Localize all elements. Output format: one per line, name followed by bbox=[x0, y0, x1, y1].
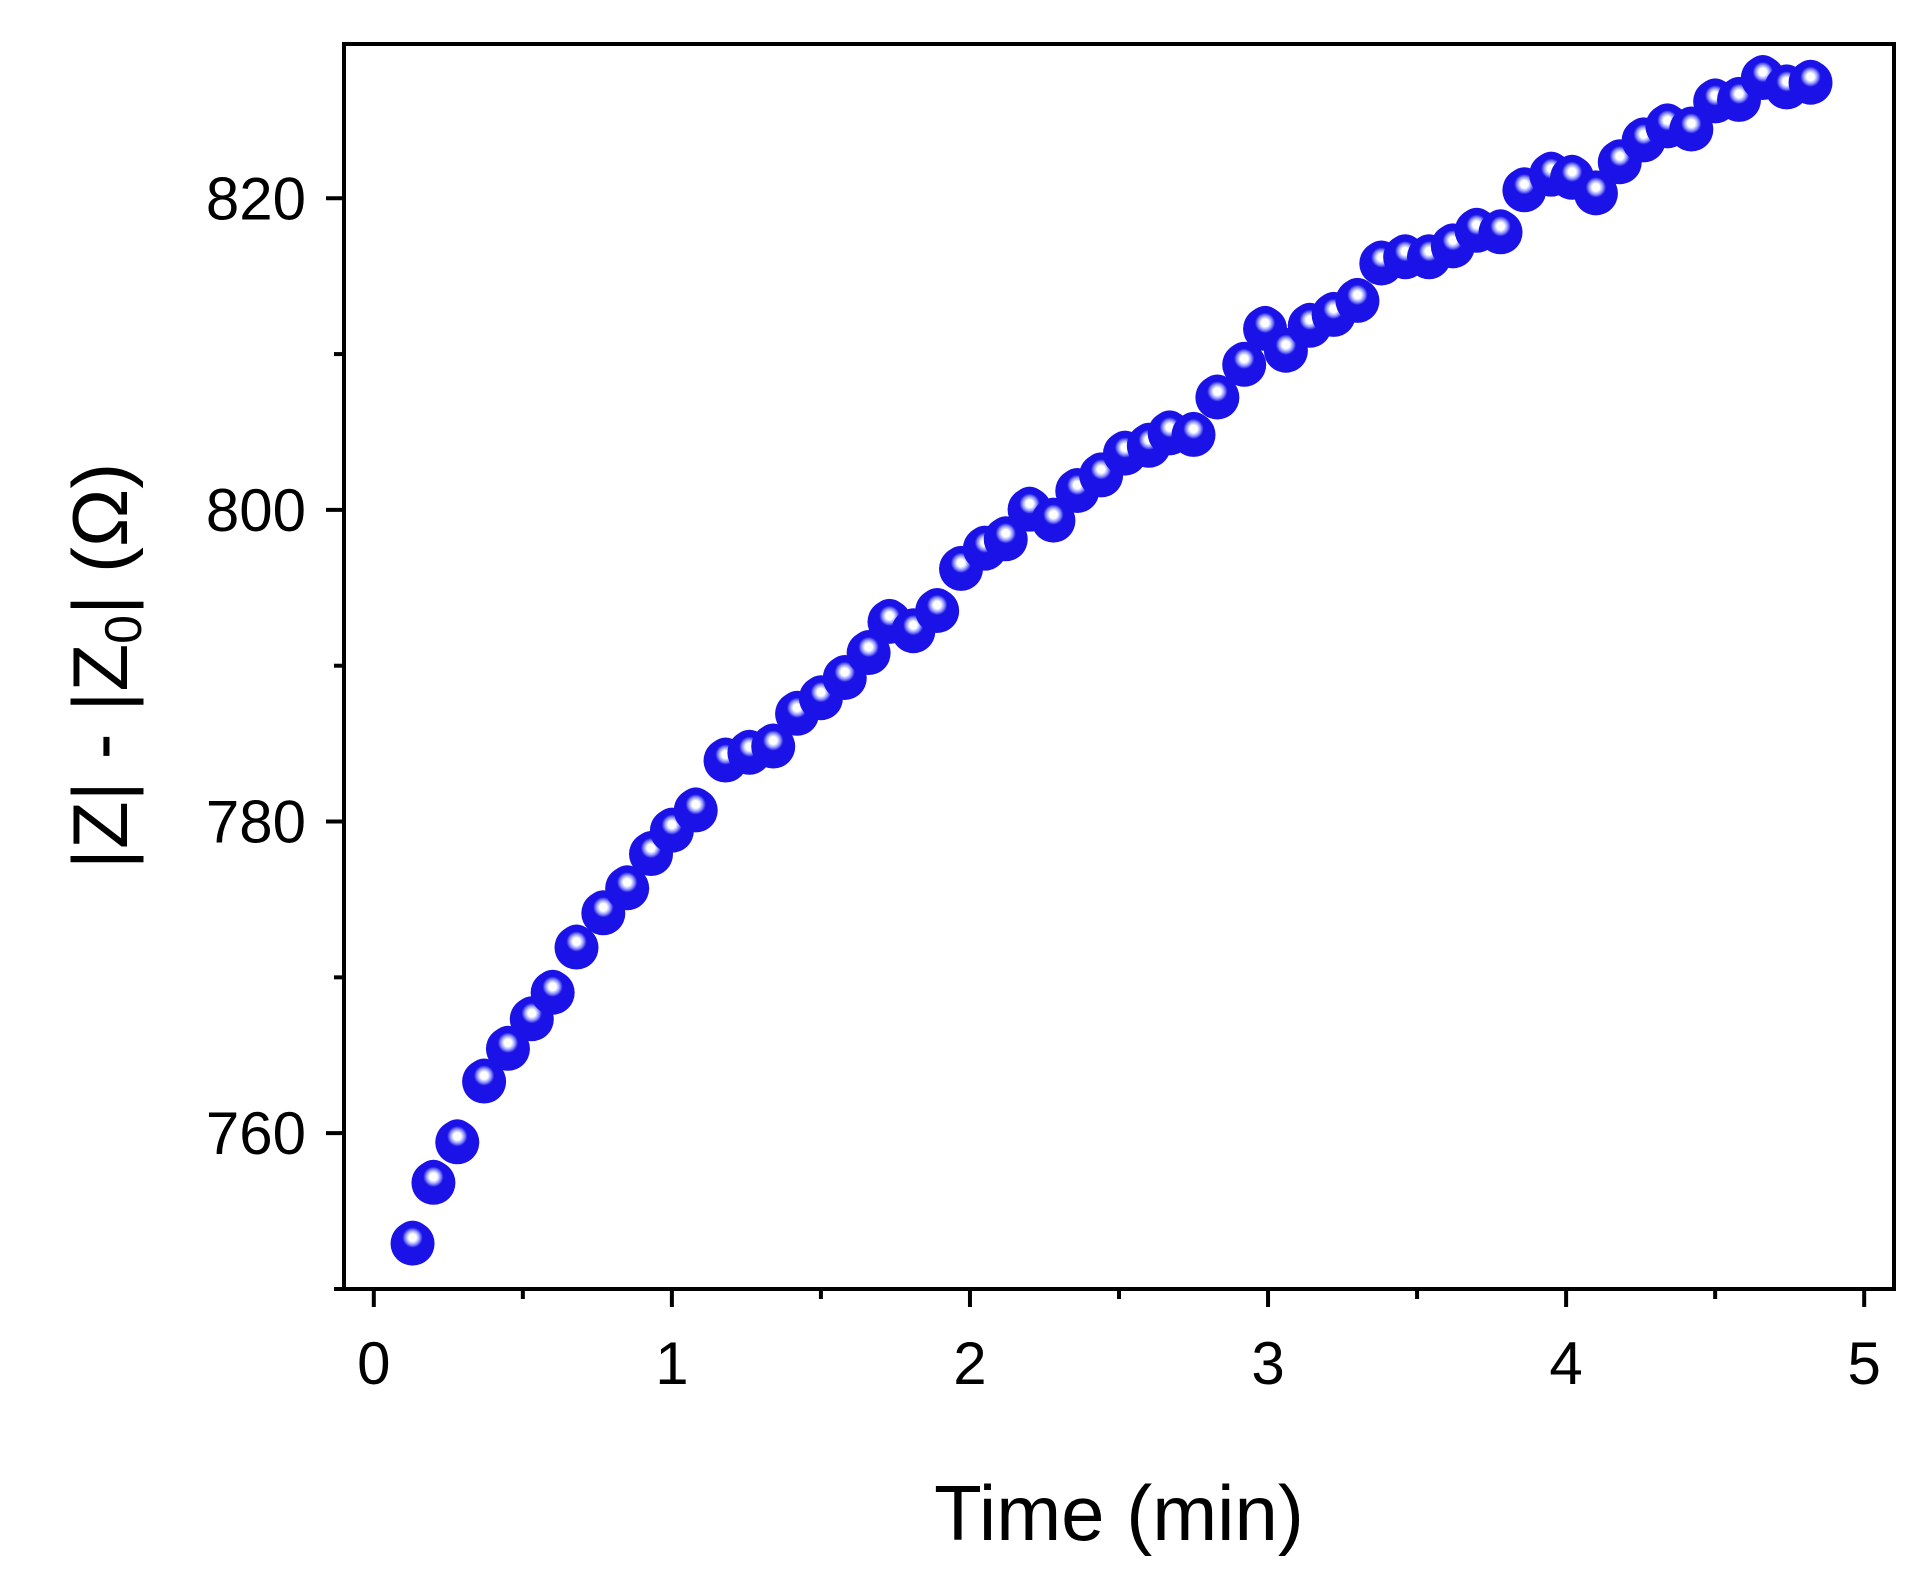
x-axis-label: Time (min) bbox=[934, 1469, 1304, 1557]
data-point bbox=[1483, 209, 1518, 244]
y-axis-label-subscript: 0 bbox=[95, 615, 153, 644]
data-points bbox=[390, 55, 1833, 1266]
data-point bbox=[440, 1119, 475, 1154]
data-point bbox=[756, 723, 791, 758]
plot-area bbox=[342, 42, 1896, 1291]
plot-frame bbox=[342, 42, 1896, 1291]
data-point bbox=[678, 787, 713, 822]
data-point bbox=[610, 865, 645, 900]
x-tick-label: 5 bbox=[1848, 1330, 1881, 1397]
x-tick-label: 3 bbox=[1251, 1330, 1284, 1397]
y-axis-label: |Z| - |Z0| (Ω) bbox=[56, 463, 153, 870]
x-tick-label: 2 bbox=[953, 1330, 986, 1397]
data-point bbox=[1578, 170, 1613, 205]
data-point bbox=[559, 924, 594, 959]
y-tick-label: 820 bbox=[206, 165, 306, 232]
data-point bbox=[395, 1220, 430, 1255]
x-tick-label: 0 bbox=[357, 1330, 390, 1397]
y-axis-label-tail: | (Ω) bbox=[56, 463, 144, 615]
data-point bbox=[535, 969, 570, 1004]
x-axis: 0 1 2 3 4 5 bbox=[357, 1289, 1881, 1397]
data-point bbox=[1176, 411, 1211, 446]
y-axis: 760 780 800 820 bbox=[206, 165, 344, 1291]
x-tick-label: 4 bbox=[1549, 1330, 1582, 1397]
data-point bbox=[1340, 277, 1375, 312]
data-point bbox=[920, 587, 955, 622]
y-axis-label-main: |Z| - |Z bbox=[56, 644, 144, 869]
x-tick-label: 1 bbox=[655, 1330, 688, 1397]
y-tick-label: 760 bbox=[206, 1100, 306, 1167]
y-tick-label: 780 bbox=[206, 789, 306, 856]
data-point bbox=[1793, 59, 1828, 94]
data-point bbox=[1248, 305, 1283, 340]
data-point bbox=[1200, 374, 1235, 409]
data-point bbox=[467, 1058, 502, 1093]
y-tick-label: 800 bbox=[206, 477, 306, 544]
data-point bbox=[1227, 341, 1262, 376]
data-point bbox=[416, 1159, 451, 1194]
